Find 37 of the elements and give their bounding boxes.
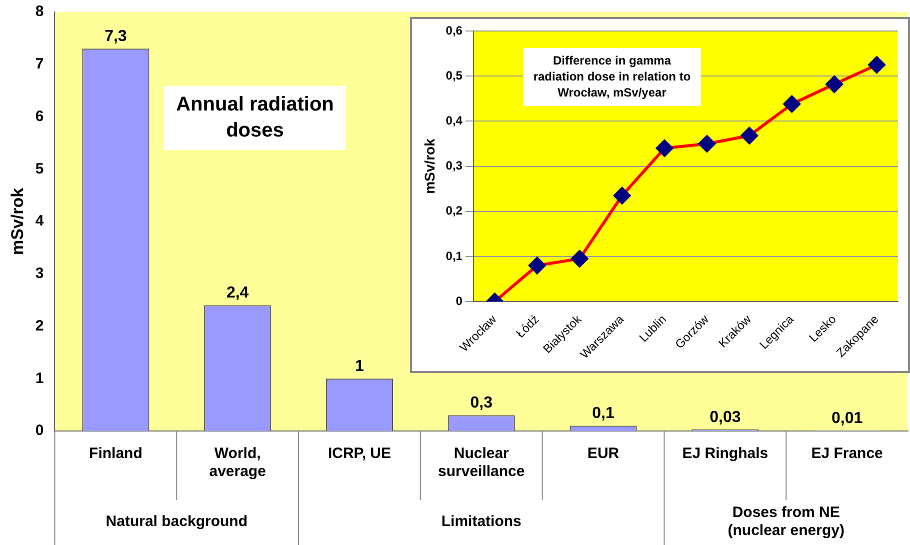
x-tick-label: World, average [209,445,266,480]
x-tick-label: ICRP, UE [328,445,392,462]
x-tick-label: EUR [587,445,620,462]
x-tick-label: EJ Ringhals [682,445,768,462]
x-tick-label: Nuclear surveillance [438,445,525,480]
text: Limitations [441,513,522,530]
data-label: 0,3 [470,394,493,412]
data-label: 0,03 [710,408,741,426]
data-label: 0,01 [831,410,863,427]
y-tick-label: 0,4 [446,113,463,128]
y-tick-label: 3 [35,265,44,282]
y-tick-label: 5 [35,160,44,178]
y-tick-label: 0,5 [446,68,463,82]
data-label: 7,3 [104,28,127,46]
y-tick-label: 6 [35,108,44,125]
x-tick-label: Finland [89,445,142,462]
y-tick-label: 0,6 [446,23,463,38]
y-axis-title: mSv/rok [421,138,438,194]
data-label: 1 [355,358,364,376]
y-tick-label: 0 [456,294,463,308]
y-tick-label: 1 [35,370,44,387]
y-tick-label: 2 [35,317,44,334]
x-tick-label: EJ France [811,445,883,462]
text: Doses from NE (nuclear energy) [728,504,844,540]
text: Natural background [106,513,248,530]
y-tick-label: 0,2 [446,204,463,218]
y-tick-label: 4 [35,212,44,230]
data-label: 0,1 [592,405,614,422]
text: Difference in gamma radiation dose in relation to Wrocław, mSv/year [533,53,691,100]
text: Annual radiation doses [176,94,334,142]
data-label: 2,4 [226,284,249,302]
y-tick-label: 8 [35,3,44,20]
y-tick-label: 0,3 [446,158,463,173]
y-axis-title: mSv/rok [8,187,27,256]
y-tick-label: 0,1 [446,248,463,263]
y-tick-label: 7 [35,56,44,73]
y-tick-label: 0 [35,422,44,440]
